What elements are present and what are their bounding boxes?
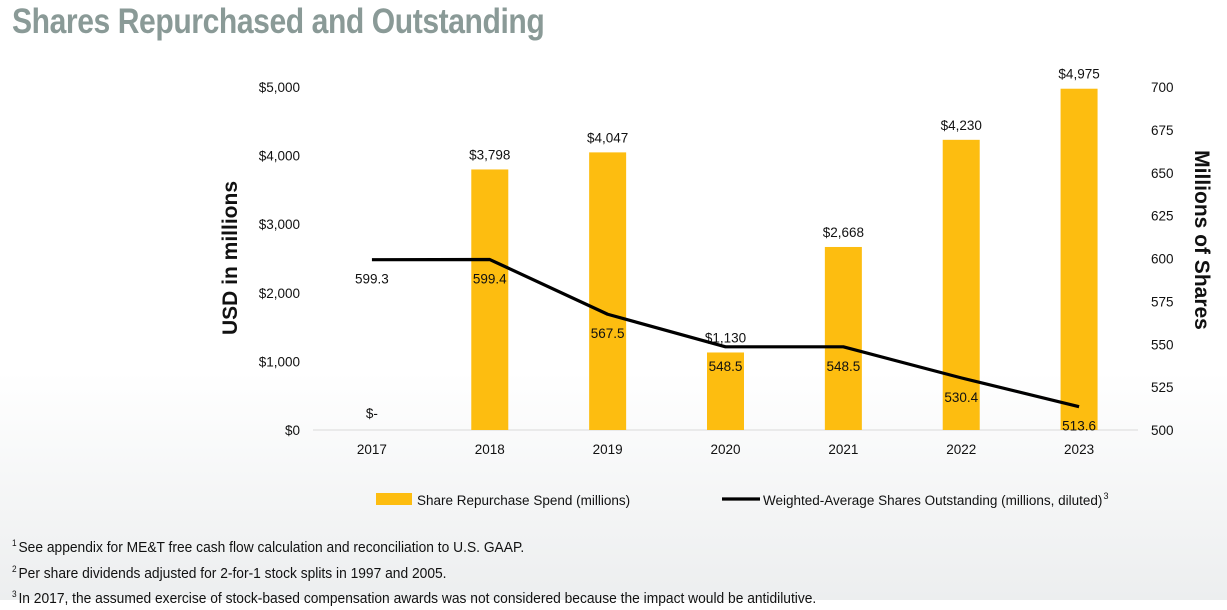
footnote-marker: 1 — [12, 538, 17, 548]
page-title: Shares Repurchased and Outstanding — [12, 2, 545, 41]
line-value-label: 599.4 — [473, 272, 507, 287]
line-value-label: 567.5 — [591, 326, 625, 341]
y-left-tick-label: $3,000 — [259, 217, 300, 232]
y-right-tick-label: 500 — [1151, 423, 1174, 438]
bar-value-label: $3,798 — [469, 147, 510, 162]
footnote-text: In 2017, the assumed exercise of stock-b… — [18, 590, 817, 607]
y-left-tick-label: $0 — [285, 423, 300, 438]
bar-value-label: $4,975 — [1058, 67, 1099, 82]
bar — [471, 169, 509, 430]
y-right-tick-label: 525 — [1151, 380, 1174, 395]
y-left-tick-label: $2,000 — [259, 286, 300, 301]
y-right-tick-label: 625 — [1151, 209, 1174, 224]
x-tick-label: 2019 — [593, 442, 623, 457]
footnote-marker: 3 — [12, 589, 17, 599]
y-left-tick-label: $1,000 — [259, 354, 300, 369]
legend-superscript: 3 — [1103, 491, 1108, 501]
bar-value-label: $4,047 — [587, 130, 628, 145]
y-right-tick-label: 550 — [1151, 337, 1174, 352]
bar — [707, 352, 744, 430]
y-left-axis-title: USD in millions — [219, 181, 242, 335]
y-right-tick-label: 600 — [1151, 252, 1174, 267]
legend-label-line: Weighted-Average Shares Outstanding (mil… — [763, 493, 1102, 508]
footnote-2: 2 Per share dividends adjusted for 2-for-… — [12, 559, 1116, 585]
footnote-3: 3 In 2017, the assumed exercise of stock-… — [12, 584, 1116, 610]
x-tick-label: 2022 — [946, 442, 976, 457]
footnote-text: Per share dividends adjusted for 2-for-1… — [18, 564, 447, 582]
shares-outstanding-line — [371, 257, 1080, 409]
bar — [1060, 88, 1098, 430]
y-left-tick-label: $4,000 — [259, 149, 300, 164]
bar-value-label: $1,130 — [705, 330, 746, 345]
y-right-axis-title: Millions of Shares — [1190, 150, 1213, 330]
x-tick-label: 2018 — [475, 442, 505, 457]
y-right-tick-label: 575 — [1151, 294, 1174, 309]
x-tick-label: 2023 — [1064, 442, 1094, 457]
legend-label-bars: Share Repurchase Spend (millions) — [417, 493, 630, 508]
bar-value-label: $4,230 — [941, 118, 982, 133]
bar — [824, 246, 862, 430]
bar-value-label: $- — [366, 406, 378, 421]
footnote-1: 1 See appendix for ME&T free cash flow ca… — [12, 533, 1116, 559]
footnote-marker: 2 — [12, 563, 17, 574]
y-right-tick-label: 700 — [1151, 80, 1174, 95]
y-left-tick-label: $5,000 — [259, 80, 300, 95]
line-value-label: 530.4 — [944, 390, 978, 405]
line-value-label: 599.3 — [355, 272, 389, 287]
line-value-label: 513.6 — [1062, 419, 1096, 434]
bar — [589, 152, 627, 430]
x-tick-label: 2020 — [710, 442, 740, 457]
footnote-text: See appendix for ME&T free cash flow cal… — [18, 539, 525, 556]
footnotes: 1 See appendix for ME&T free cash flow ca… — [12, 533, 1116, 610]
combo-chart: $0 $1,000 $2,000 $3,000 $4,000 $5,000 500 525 55… — [219, 67, 1213, 508]
x-tick-label: 2021 — [828, 442, 858, 457]
y-right-tick-label: 675 — [1151, 123, 1174, 138]
line-value-label: 548.5 — [826, 359, 860, 374]
bar — [942, 139, 980, 430]
bar-value-label: $2,668 — [823, 225, 864, 240]
line-value-label: 548.5 — [709, 359, 743, 374]
x-tick-label: 2017 — [357, 442, 387, 457]
y-right-tick-label: 650 — [1151, 166, 1174, 181]
legend-swatch-bars — [376, 493, 412, 505]
